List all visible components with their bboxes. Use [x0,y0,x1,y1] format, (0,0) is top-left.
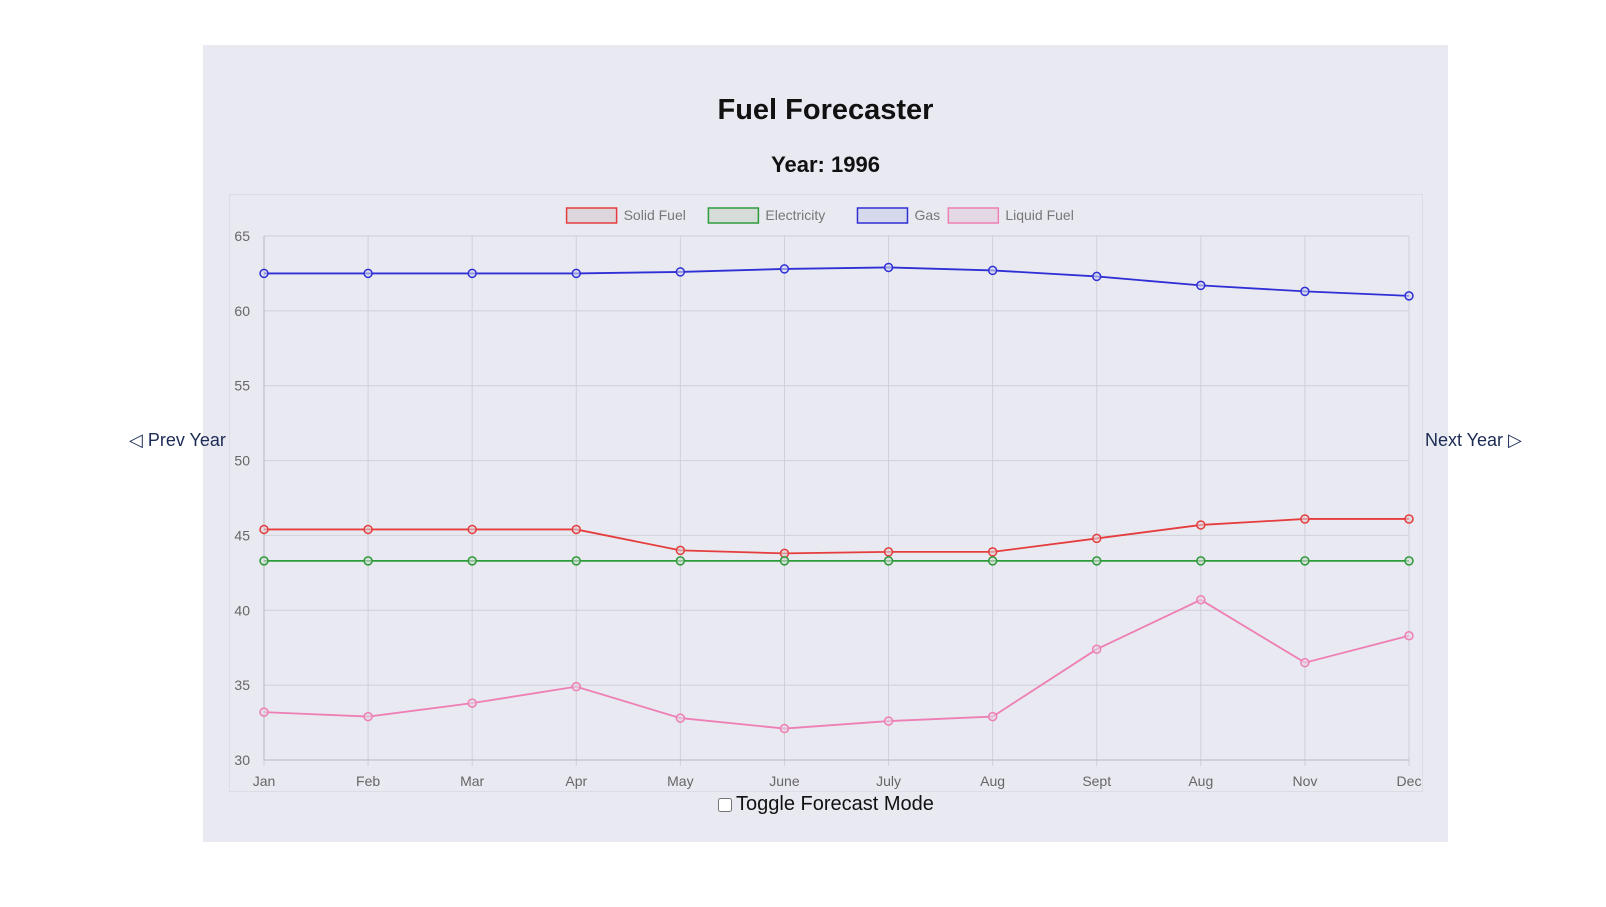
solid-fuel-point [571,524,582,535]
electricity-point [1196,556,1206,566]
legend-label-electricity[interactable]: Electricity [765,207,825,223]
electricity-point [363,556,373,566]
liquid-fuel-point [467,698,477,708]
liquid-fuel-point [363,711,373,722]
legend-swatch-solid-fuel[interactable] [565,207,618,224]
x-tick-label: Feb [356,773,380,789]
solid-fuel-point [883,547,894,557]
liquid-fuel-point [779,723,790,734]
electricity-point [467,556,477,566]
solid-fuel-point [1196,520,1206,530]
y-tick-label: 40 [234,602,250,618]
forecast-mode-checkbox[interactable] [718,797,732,812]
liquid-fuel-point [987,711,998,722]
gas-point [1404,291,1414,301]
fuel-line-chart: 30 35 40 45 50 55 60 65 Jan Feb Mar Apr May June July A… [229,194,1423,792]
solid-fuel-point [363,524,373,535]
x-tick-label: June [769,773,800,789]
liquid-fuel-point [1300,657,1310,668]
y-tick-label: 60 [234,303,250,319]
x-tick-label: Nov [1292,773,1317,789]
liquid-fuel-point [883,716,894,726]
liquid-fuel-point [259,707,269,717]
gas-point [987,265,998,276]
gas-point [1196,280,1206,291]
y-tick-label: 55 [234,378,250,394]
x-tick-label: May [667,773,693,789]
x-tick-label: Aug [980,773,1005,789]
chart-frame [229,194,1423,792]
y-tick-label: 50 [234,453,250,469]
x-tick-label: July [876,773,901,789]
solid-fuel-point [1404,514,1414,524]
gas-point [259,268,269,279]
solid-fuel-point [259,524,269,535]
x-tick-label: Aug [1188,773,1213,789]
y-tick-label: 35 [234,677,250,693]
legend-label-liquid-fuel[interactable]: Liquid Fuel [1005,207,1074,223]
solid-fuel-line [264,518,1409,555]
x-tick-label: Mar [460,773,484,789]
electricity-point [883,556,894,566]
y-tick-label: 30 [234,752,250,768]
legend-label-gas[interactable]: Gas [914,207,940,223]
liquid-fuel-point [571,681,582,692]
fuel-chart: 30 35 40 45 50 55 60 65 Jan Feb Mar Apr May June July A… [229,194,1423,792]
page-title: Fuel Forecaster [717,94,934,126]
solid-fuel-point [987,547,998,557]
legend-swatch-liquid-fuel[interactable] [947,207,1000,224]
electricity-point [571,556,582,566]
x-tick-label: Sept [1082,773,1111,789]
electricity-point [1091,556,1102,566]
gas-point [363,268,373,279]
y-tick-label: 45 [234,527,250,543]
legend-swatch-electricity[interactable] [707,207,760,224]
solid-fuel-point [1091,533,1102,544]
gas-point [571,268,582,279]
y-tick-label: 65 [234,228,250,244]
forecast-toggle-label: Toggle Forecast Mode [736,793,934,815]
solid-fuel-point [467,524,477,535]
electricity-point [259,556,269,566]
electricity-point [779,556,790,566]
liquid-fuel-point [1196,595,1206,605]
legend-swatch-gas[interactable] [856,207,909,224]
x-tick-label: Jan [253,773,276,789]
liquid-fuel-point [675,713,686,723]
main-panel: Fuel Forecaster Year: 1996 [203,45,1448,842]
next-year-button[interactable]: Next Year ▷ [1425,430,1522,450]
gas-point [779,264,790,274]
gas-point [675,267,686,277]
electricity-point [1404,556,1414,566]
year-label: Year: 1996 [771,152,880,177]
electricity-point [675,556,686,566]
liquid-fuel-line [263,598,1410,730]
solid-fuel-point [1300,514,1310,524]
x-tick-label: Dec [1397,773,1422,789]
gas-point [1091,271,1102,282]
prev-year-button[interactable]: ◁ Prev Year [129,430,226,450]
solid-fuel-point [675,545,686,556]
liquid-fuel-point [1091,644,1102,654]
electricity-point [987,556,998,566]
gas-point [467,268,477,279]
liquid-fuel-point [1404,630,1414,641]
gas-line [264,266,1410,297]
gas-point [1300,286,1310,297]
electricity-point [1300,556,1310,566]
gas-point [883,262,894,273]
x-tick-label: Apr [565,773,587,789]
legend-label-solid-fuel[interactable]: Solid Fuel [624,207,686,223]
forecast-toggle[interactable]: Toggle Forecast Mode [718,793,934,816]
